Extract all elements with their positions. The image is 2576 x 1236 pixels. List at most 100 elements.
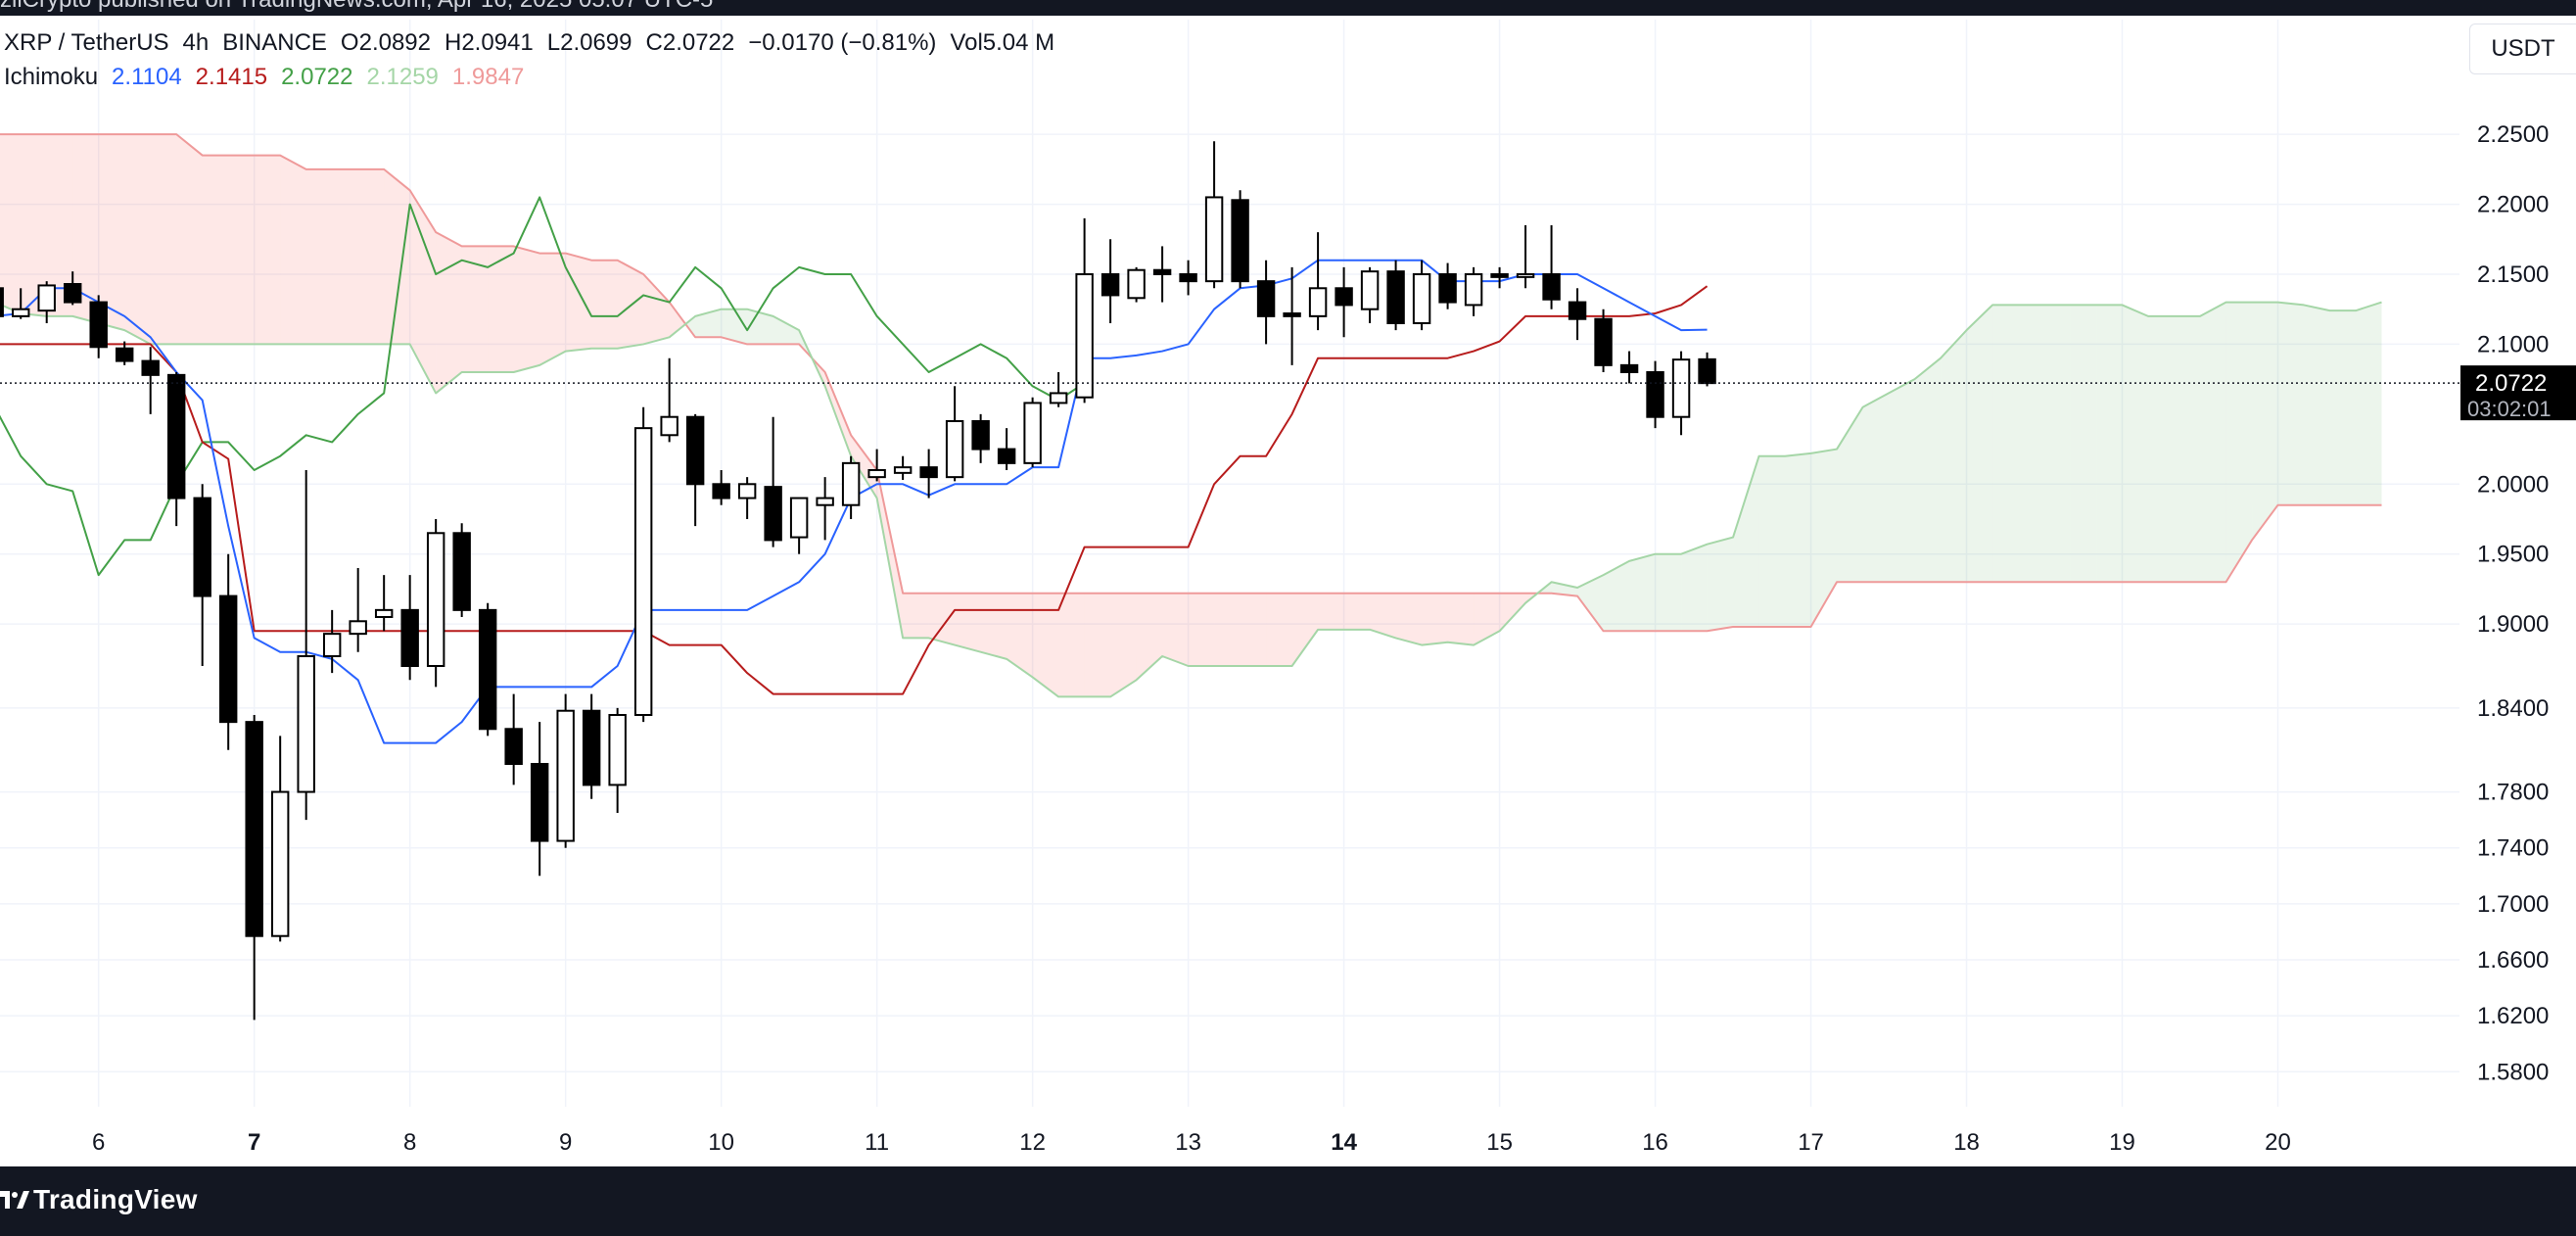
- candle-bearish: [712, 483, 730, 499]
- candle-bullish: [270, 790, 290, 937]
- candle-bearish: [115, 347, 134, 362]
- cloud-bullish: [1758, 455, 1786, 627]
- cloud-bearish: [539, 253, 566, 365]
- candle-bearish: [1256, 280, 1276, 317]
- candle-bullish: [867, 469, 886, 479]
- candle-bearish: [193, 497, 211, 597]
- candle-bullish: [1671, 358, 1691, 418]
- time-tick-label: 19: [2109, 1129, 2135, 1156]
- cloud-bullish: [2329, 310, 2357, 505]
- cloud-bullish: [2225, 302, 2253, 583]
- indicator-name[interactable]: Ichimoku: [4, 64, 99, 90]
- candle-bullish: [1023, 402, 1042, 464]
- cloud-bullish: [1629, 553, 1656, 632]
- candle-bearish: [504, 728, 523, 765]
- open-value: O2.0892: [340, 29, 431, 56]
- candle-bullish: [737, 483, 757, 499]
- price-tick-label: 2.0000: [2477, 471, 2549, 498]
- cloud-bearish: [1266, 593, 1292, 666]
- cloud-bearish: [1240, 593, 1267, 666]
- cloud-bullish: [1785, 452, 1811, 627]
- cloud-bearish: [903, 593, 929, 639]
- price-tick-label: 1.5800: [2477, 1059, 2549, 1085]
- cloud-bearish: [46, 134, 73, 316]
- last-price-label-bg: [2460, 365, 2576, 421]
- cloud-bearish: [124, 134, 151, 345]
- candle-bullish: [374, 608, 394, 618]
- cloud-bullish: [1914, 357, 1942, 583]
- cloud-bearish: [0, 134, 22, 313]
- cloud-bearish: [1162, 593, 1189, 666]
- candle-bullish: [556, 709, 575, 842]
- close-value: C2.0722: [645, 29, 735, 56]
- time-tick-label: 18: [1953, 1129, 1980, 1156]
- cloud-bearish: [1291, 593, 1319, 666]
- price-tick-label: 1.6600: [2477, 947, 2549, 974]
- cloud-bullish: [2174, 315, 2201, 583]
- candle-bearish: [1335, 287, 1353, 307]
- candle-bullish: [1412, 273, 1431, 324]
- price-tick-label: 2.2500: [2477, 121, 2549, 148]
- cloud-bullish: [1707, 537, 1734, 632]
- cloud-bullish: [1551, 582, 1578, 596]
- cloud-bullish: [1603, 560, 1630, 632]
- candle-bullish: [633, 427, 653, 716]
- candle-bearish: [1101, 273, 1120, 297]
- candle-bearish: [971, 420, 990, 451]
- candle-bearish: [1386, 270, 1405, 324]
- candle-bearish: [764, 486, 782, 542]
- time-tick-label: 13: [1175, 1129, 1201, 1156]
- base-value: 2.1415: [195, 64, 268, 90]
- candle-bearish: [0, 287, 4, 317]
- cloud-bearish: [1447, 593, 1475, 645]
- cloud-bearish: [488, 246, 514, 372]
- time-tick-label: 16: [1642, 1129, 1668, 1156]
- candle-bearish: [997, 448, 1016, 464]
- publication-bar: zilCrypto published on TradingNews.com, …: [0, 0, 2576, 16]
- cloud-bullish: [1655, 553, 1682, 632]
- interval[interactable]: 4h: [182, 29, 210, 56]
- lagging-value: 2.0722: [281, 64, 353, 90]
- cloud-bearish: [1032, 593, 1059, 697]
- cloud-bearish: [1395, 593, 1423, 645]
- low-value: L2.0699: [546, 29, 632, 56]
- candle-bullish: [322, 633, 342, 658]
- cloud-bearish: [72, 134, 99, 323]
- price-tick-label: 1.7000: [2477, 891, 2549, 918]
- cloud-bullish: [1862, 393, 1890, 583]
- cloud-bearish: [1499, 593, 1526, 632]
- cloud-bearish: [1214, 593, 1241, 666]
- candle-bullish: [349, 620, 367, 636]
- cloud-bearish: [150, 134, 177, 345]
- cloud-bullish: [2070, 305, 2097, 583]
- candle-bearish: [1698, 357, 1716, 385]
- leading-span-a-line: [0, 301, 2382, 698]
- indicator-legend[interactable]: Ichimoku 2.1104 2.1415 2.0722 2.1259 1.9847: [4, 64, 538, 91]
- ichimoku-cloud: [0, 134, 2382, 697]
- cloud-bearish: [21, 134, 47, 316]
- bar-countdown: 03:02:01: [2467, 397, 2552, 421]
- cloud-bullish: [2277, 302, 2305, 505]
- candle-bearish: [218, 594, 238, 724]
- symbol-name[interactable]: XRP / TetherUS: [4, 29, 169, 56]
- cloud-bearish: [1058, 593, 1085, 697]
- cloud-bullish: [1889, 379, 1915, 583]
- currency-button[interactable]: USDT: [2469, 24, 2576, 74]
- cloud-bearish: [980, 593, 1007, 659]
- cloud-bearish: [955, 593, 981, 652]
- time-tick-label: 14: [1331, 1129, 1357, 1156]
- cloud-bullish: [1992, 305, 2019, 583]
- candle-bullish: [1516, 273, 1535, 278]
- candle-bullish: [1075, 273, 1094, 399]
- candlesticks: [0, 141, 1716, 1021]
- price-tick-label: 1.9500: [2477, 542, 2549, 568]
- cloud-bullish: [2200, 302, 2226, 583]
- candle-bearish: [582, 709, 601, 786]
- tradingview-brand[interactable]: TradingView: [33, 1184, 198, 1214]
- price-tick-label: 2.1500: [2477, 261, 2549, 288]
- time-tick-label: 7: [248, 1129, 260, 1156]
- exchange: BINANCE: [222, 29, 327, 56]
- cloud-bullish: [1941, 330, 1967, 583]
- cloud-bearish: [928, 593, 956, 645]
